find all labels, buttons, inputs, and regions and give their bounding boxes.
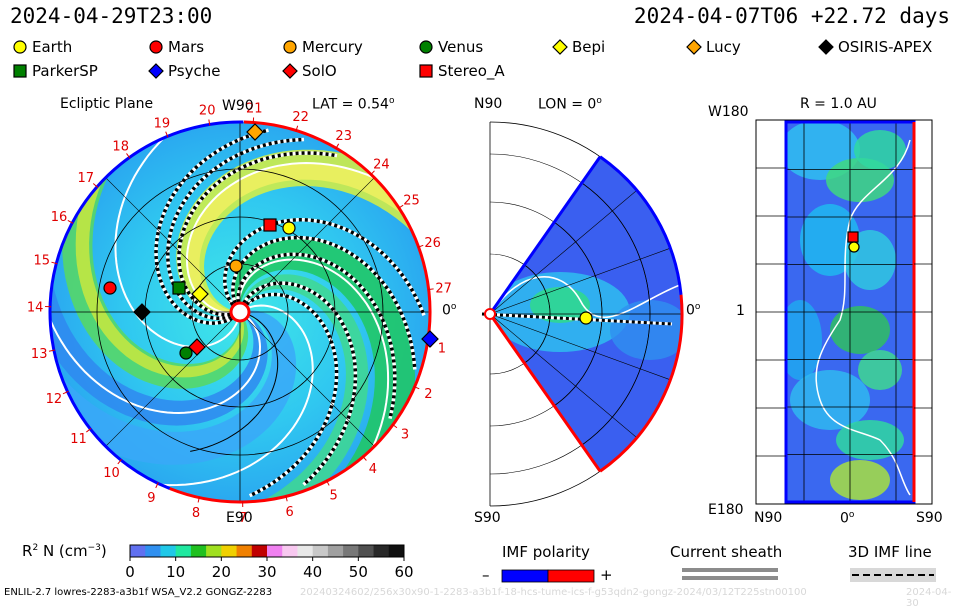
- colorbar-segment: [297, 545, 313, 557]
- carrington-day-label: 26: [424, 236, 441, 251]
- colorbar-segment: [389, 545, 405, 557]
- colorbar-segment: [237, 545, 253, 557]
- current-sheath-bar-2: [682, 576, 778, 580]
- carrington-day-label: 19: [154, 117, 171, 132]
- colorbar: [130, 545, 405, 561]
- mercury-marker: [230, 260, 242, 272]
- earth-marker-radial: [849, 242, 859, 252]
- r-0deg-label: 0o: [840, 510, 854, 527]
- colorbar-segment: [191, 545, 207, 557]
- colorbar-segment: [313, 545, 329, 557]
- colorbar-segment: [358, 545, 374, 557]
- carrington-day-label: 24: [373, 158, 390, 173]
- mars-marker: [104, 282, 116, 294]
- radial-density-blob: [830, 460, 890, 500]
- footer-faint-right: 2024-04-30: [906, 587, 960, 609]
- current-sheath-bar-1: [682, 568, 778, 572]
- imf-polarity-label: IMF polarity: [502, 543, 590, 561]
- carrington-day-label: 3: [401, 428, 409, 443]
- colorbar-segment: [328, 545, 344, 557]
- colorbar-tick-label: 40: [303, 563, 323, 581]
- colorbar-segment: [130, 545, 146, 557]
- r-mid-label: 1: [736, 303, 745, 319]
- colorbar-tick-label: 30: [257, 563, 277, 581]
- colorbar-segment: [160, 545, 176, 557]
- r-s90-label: S90: [916, 510, 943, 526]
- carrington-day-label: 12: [46, 392, 63, 407]
- stereo-a-marker-radial: [848, 232, 858, 242]
- r-title: R = 1.0 AU: [800, 96, 877, 112]
- colorbar-segment: [282, 545, 298, 557]
- carrington-day-label: 4: [369, 462, 377, 477]
- carrington-day-label: 20: [199, 104, 216, 119]
- earth-marker: [283, 222, 295, 234]
- colorbar-segment: [374, 545, 390, 557]
- current-sheath-label: Current sheath: [670, 543, 782, 561]
- lat-label: LAT = 0.54o: [312, 96, 394, 113]
- colorbar-segment: [343, 545, 359, 557]
- carrington-day-label: 6: [285, 505, 293, 520]
- colorbar-segment: [145, 545, 161, 557]
- radial-density-blob: [790, 370, 870, 430]
- radial-density-blob: [858, 350, 902, 390]
- colorbar-tick-label: 10: [166, 563, 186, 581]
- parkersp-marker: [173, 282, 185, 294]
- imf-minus-label: –: [482, 566, 490, 584]
- e90-label: E90: [226, 510, 253, 526]
- w180-label: W180: [708, 104, 749, 120]
- carrington-day-label: 2: [424, 387, 432, 402]
- carrington-tick: [428, 289, 434, 290]
- s90-label: S90: [474, 510, 501, 526]
- colorbar-segment: [206, 545, 222, 557]
- colorbar-tick-label: 50: [348, 563, 368, 581]
- carrington-day-label: 16: [51, 210, 68, 225]
- colorbar-segment: [221, 545, 237, 557]
- colorbar-label: R2 N (cm−3): [22, 542, 107, 560]
- earth-marker-meridional: [580, 312, 592, 324]
- carrington-day-label: 14: [27, 300, 44, 315]
- lon-label: LON = 0o: [538, 96, 602, 113]
- carrington-day-label: 1: [438, 342, 446, 357]
- imf-line-label: 3D IMF line: [848, 543, 932, 561]
- w90-label: W90: [222, 98, 254, 114]
- imf-plus-label: +: [600, 566, 613, 584]
- footer-faint: 20240324602/256x30x90-1-2283-a3b1f-18-hc…: [300, 587, 890, 598]
- carrington-day-label: 25: [403, 194, 420, 209]
- radial-density-blob: [830, 306, 890, 354]
- colorbar-tick-label: 20: [211, 563, 231, 581]
- carrington-day-label: 18: [112, 139, 129, 154]
- carrington-day-label: 15: [34, 254, 51, 269]
- carrington-day-label: 9: [147, 491, 155, 506]
- colorbar-tick-label: 60: [394, 563, 414, 581]
- meridional-sun: [485, 309, 495, 319]
- carrington-day-label: 27: [435, 282, 452, 297]
- carrington-day-label: 23: [335, 129, 352, 144]
- colorbar-tick-label: 0: [120, 563, 140, 581]
- sun-boundary: [231, 303, 249, 321]
- carrington-day-label: 11: [70, 432, 87, 447]
- stereo-a-marker: [264, 219, 276, 231]
- radial-panel: [756, 120, 932, 504]
- imf-negative-swatch: [502, 570, 548, 582]
- colorbar-segment: [176, 545, 192, 557]
- e180-label: E180: [708, 502, 744, 518]
- carrington-day-label: 17: [78, 171, 95, 186]
- footer-model: ENLIL-2.7 lowres-2283-a3b1f WSA_V2.2 GON…: [4, 587, 272, 598]
- colorbar-segment: [267, 545, 283, 557]
- carrington-day-label: 22: [292, 110, 309, 125]
- carrington-day-label: 5: [330, 488, 338, 503]
- ecliptic-0deg-label: 0o: [442, 302, 456, 319]
- r-n90-label: N90: [754, 510, 782, 526]
- radial-density-blob: [836, 420, 904, 460]
- ecliptic-title: Ecliptic Plane: [60, 96, 153, 112]
- carrington-day-label: 13: [31, 347, 48, 362]
- carrington-day-label: 10: [103, 466, 120, 481]
- imf-positive-swatch: [548, 570, 594, 582]
- meridional-0deg-label: 0o: [686, 302, 700, 319]
- colorbar-segment: [252, 545, 268, 557]
- n90-label: N90: [474, 96, 502, 112]
- carrington-day-label: 8: [192, 506, 200, 521]
